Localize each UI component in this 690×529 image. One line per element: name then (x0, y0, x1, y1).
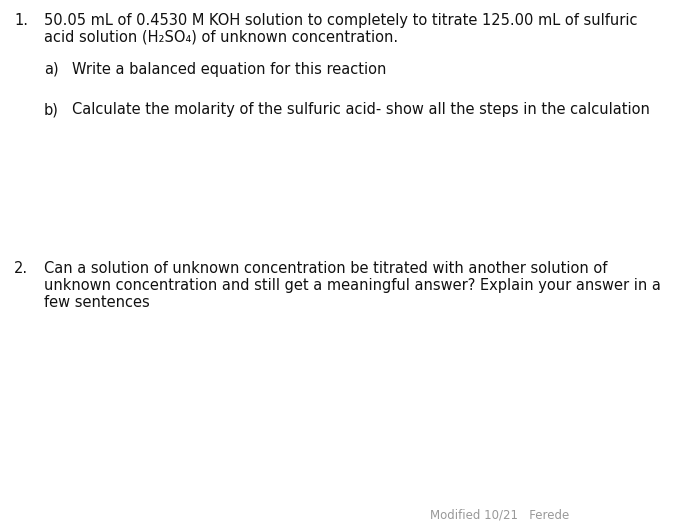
Text: 2.: 2. (14, 261, 28, 276)
Text: 50.05 mL of 0.4530 M KOH solution to completely to titrate 125.00 mL of sulfuric: 50.05 mL of 0.4530 M KOH solution to com… (44, 13, 638, 28)
Text: a): a) (44, 62, 59, 77)
Text: Calculate the molarity of the sulfuric acid- show all the steps in the calculati: Calculate the molarity of the sulfuric a… (72, 102, 650, 117)
Text: Can a solution of unknown concentration be titrated with another solution of: Can a solution of unknown concentration … (44, 261, 607, 276)
Text: b): b) (44, 102, 59, 117)
Text: Modified 10/21   Ferede: Modified 10/21 Ferede (430, 509, 569, 522)
Text: acid solution (H₂SO₄) of unknown concentration.: acid solution (H₂SO₄) of unknown concent… (44, 30, 398, 45)
Text: few sentences: few sentences (44, 295, 150, 310)
Text: Write a balanced equation for this reaction: Write a balanced equation for this react… (72, 62, 386, 77)
Text: unknown concentration and still get a meaningful answer? Explain your answer in : unknown concentration and still get a me… (44, 278, 661, 293)
Text: 1.: 1. (14, 13, 28, 28)
